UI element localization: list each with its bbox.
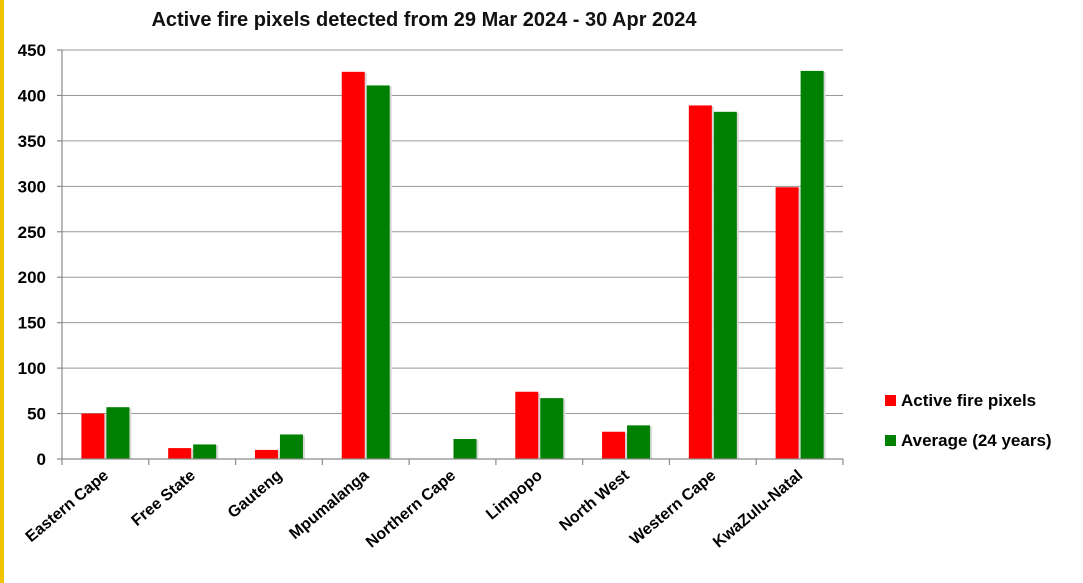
x-tick-label: Gauteng [225, 467, 286, 522]
bar-average [453, 439, 477, 459]
bar-average [540, 398, 564, 459]
x-tick-label: Free State [129, 467, 199, 530]
x-tick-label: Eastern Cape [23, 467, 112, 546]
bar-average [627, 425, 651, 459]
legend-label: Average (24 years) [901, 431, 1052, 450]
bar-average [713, 111, 737, 459]
y-tick-label: 450 [18, 41, 46, 60]
bar-average [279, 434, 303, 459]
chart-title: Active fire pixels detected from 29 Mar … [151, 9, 697, 31]
bar-active-fire [515, 391, 539, 459]
x-tick-label: Western Cape [627, 467, 720, 548]
bar-active-fire [81, 413, 105, 459]
y-axis-ticks: 0 50 100 150 200 250 300 350 400 450 [18, 41, 46, 469]
y-tick-label: 150 [18, 314, 46, 333]
bar-active-fire [602, 431, 626, 459]
legend-swatch [885, 435, 896, 446]
y-tick-label: 350 [18, 132, 46, 151]
x-axis-ticks: Eastern Cape Free State Gauteng MpumalangaN… [23, 467, 806, 552]
bar-active-fire [775, 187, 799, 459]
axes [61, 50, 844, 465]
legend-label: Active fire pixels [901, 391, 1036, 410]
y-tick-label: 200 [18, 268, 46, 287]
bar-active-fire [254, 449, 278, 459]
y-tick-label: 100 [18, 359, 46, 378]
x-tick-label: North West [557, 467, 634, 535]
y-tick-label: 0 [37, 450, 46, 469]
legend-swatch [885, 395, 896, 406]
y-tick-label: 50 [27, 405, 46, 424]
x-tick-label: Northern Cape [363, 467, 459, 552]
left-accent-stripe [0, 0, 4, 583]
x-tick-label: Limpopo [483, 467, 546, 524]
bar-active-fire [168, 448, 192, 459]
bar-average [193, 444, 217, 459]
x-tick-label: KwaZulu-Natal [710, 467, 806, 551]
legend: Active fire pixels Average (24 years) [885, 391, 1052, 450]
y-tick-label: 300 [18, 177, 46, 196]
y-tick-label: 400 [18, 86, 46, 105]
bars [81, 70, 826, 460]
x-tick-label: Mpumalanga [286, 467, 372, 543]
bar-average [106, 407, 130, 459]
bar-average [800, 70, 824, 459]
bar-active-fire [688, 105, 712, 459]
bar-average [366, 85, 390, 460]
bar-active-fire [341, 71, 365, 460]
y-tick-label: 250 [18, 223, 46, 242]
